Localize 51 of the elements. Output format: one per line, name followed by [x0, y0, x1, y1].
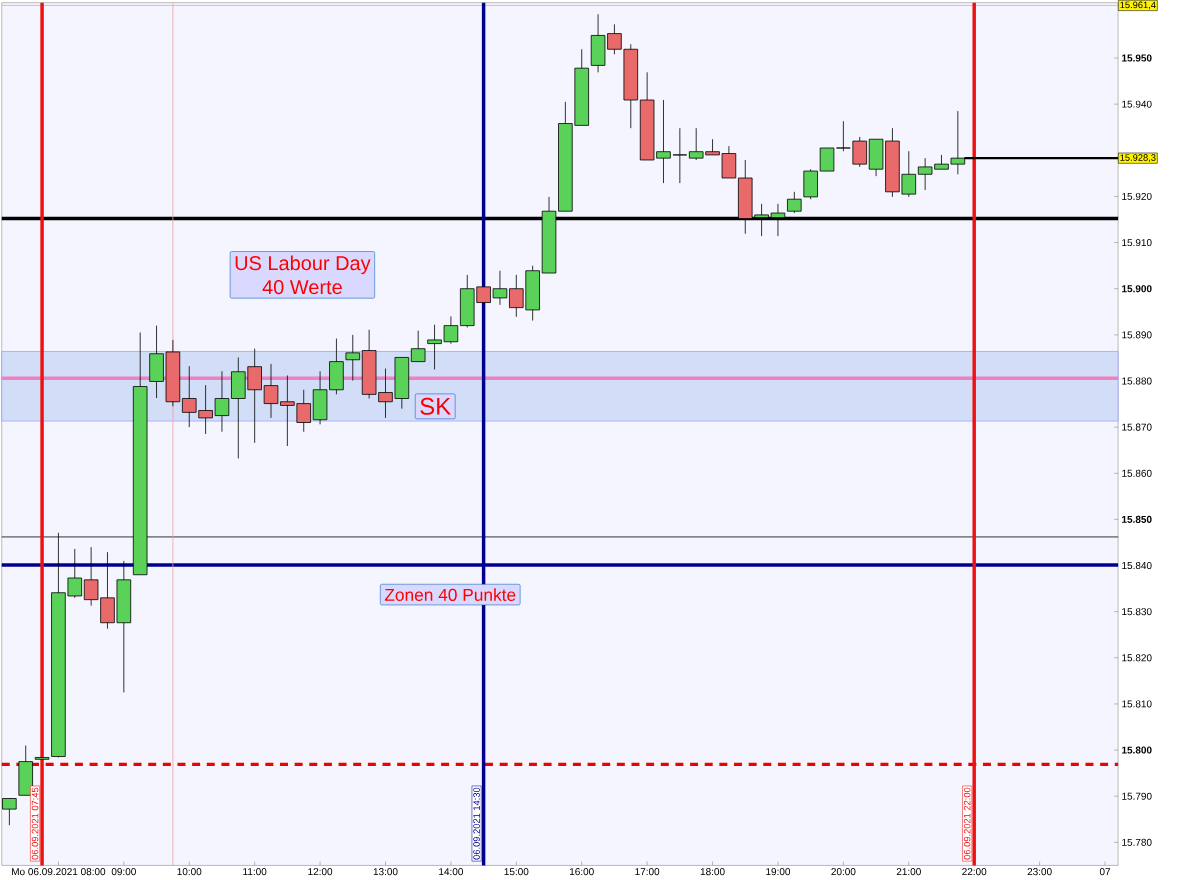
- x-tick-label: 20:00: [831, 868, 856, 876]
- y-tick-label: 15.950: [1122, 54, 1152, 62]
- y-tick-label: 15.800: [1122, 746, 1152, 754]
- x-tick-label: 07: [1099, 868, 1111, 876]
- x-tick-label: 21:00: [896, 868, 921, 876]
- candlestick: [410, 330, 426, 363]
- candlestick: [2, 798, 17, 826]
- x-tick-label: 10:00: [177, 868, 202, 876]
- y-tick-label: 15.910: [1122, 239, 1152, 247]
- x-tick-label: 23:00: [1027, 868, 1052, 876]
- y-tick-label: 15.920: [1122, 193, 1152, 201]
- x-tick-label: 11:00: [243, 868, 267, 876]
- x-tick-label: 18:00: [700, 868, 725, 876]
- annotation: SK: [420, 398, 451, 416]
- x-tick-label: 09:00: [111, 868, 136, 876]
- candlestick: [787, 191, 802, 214]
- ref-line-label: 15.961,4: [1120, 1, 1156, 10]
- x-tick-label: 16:00: [569, 868, 594, 876]
- candlestick: [345, 334, 361, 382]
- candlestick: [836, 121, 851, 152]
- annotation: 40 Werte: [262, 280, 342, 295]
- annotation: US Labour Day: [235, 255, 371, 275]
- ref-line-label: 06.09.2021 22:00: [963, 787, 971, 860]
- x-tick-label: 12:00: [308, 868, 333, 876]
- annotation: Zonen 40 Punkte: [384, 588, 516, 602]
- y-tick-label: 15.880: [1122, 377, 1152, 385]
- y-tick-label: 15.840: [1122, 562, 1152, 570]
- x-tick-label: Mo 06.09.2021 08:00: [12, 868, 106, 876]
- y-tick-label: 15.940: [1122, 100, 1152, 108]
- y-tick-label: 15.860: [1122, 469, 1152, 477]
- candlestick: [672, 127, 688, 184]
- x-tick-label: 19:00: [766, 868, 791, 876]
- y-tick-label: 15.810: [1122, 700, 1152, 708]
- y-tick-label: 15.790: [1122, 792, 1152, 800]
- y-tick-label: 15.820: [1122, 654, 1152, 662]
- y-tick-label: 15.780: [1122, 838, 1152, 847]
- x-tick-label: 15:00: [504, 868, 529, 876]
- x-tick-label: 17:00: [635, 868, 660, 876]
- ref-line-label: 06.09.2021 07:45: [31, 787, 39, 860]
- x-tick-label: 22:00: [962, 868, 987, 876]
- x-tick-label: 13:00: [373, 868, 398, 876]
- y-tick-label: 15.900: [1122, 285, 1152, 293]
- candlestick: [852, 136, 867, 168]
- y-tick-label: 15.850: [1122, 516, 1152, 524]
- y-tick-label: 15.870: [1122, 423, 1152, 431]
- ref-line-label: 15.928,3: [1120, 154, 1156, 163]
- y-tick-label: 15.890: [1122, 331, 1152, 339]
- ref-line-label: 06.09.2021 14:30: [473, 787, 480, 860]
- candlestick: [819, 147, 835, 172]
- x-tick-label: 14:00: [439, 868, 463, 876]
- y-tick-label: 15.830: [1122, 608, 1152, 616]
